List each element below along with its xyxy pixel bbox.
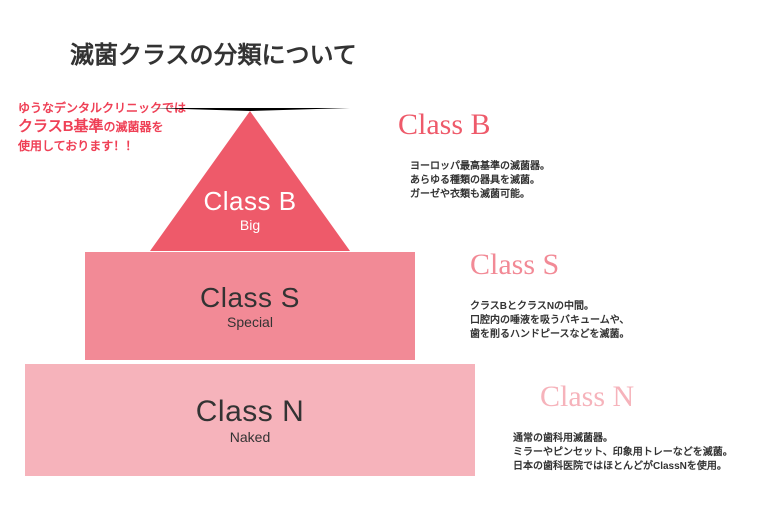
tier-n-sub: Naked xyxy=(230,429,270,445)
tier-b-sub: Big xyxy=(240,217,260,233)
side-title-s: Class S xyxy=(470,248,559,282)
tier-s-sub: Special xyxy=(227,314,273,330)
pyramid-tier-s: Class S Special xyxy=(85,252,415,360)
side-desc-b: ヨーロッパ最高基準の滅菌器。あらゆる種類の器具を滅菌。ガーゼや衣類も滅菌可能。 xyxy=(410,160,550,202)
side-desc-n: 通常の歯科用滅菌器。ミラーやピンセット、印象用トレーなどを滅菌。日本の歯科医院で… xyxy=(513,432,733,474)
tier-b-title: Class B xyxy=(203,186,296,217)
infographic-canvas: 滅菌クラスの分類について ゆうなデンタルクリニックでは クラスB基準の滅菌器を … xyxy=(0,0,767,511)
tier-n-title: Class N xyxy=(196,395,305,429)
callout-strong: クラスB基準 xyxy=(18,118,104,135)
side-title-b: Class B xyxy=(398,108,491,142)
tier-s-title: Class S xyxy=(200,282,300,314)
page-title: 滅菌クラスの分類について xyxy=(70,35,357,70)
pyramid-tier-b-label-box: Class B Big xyxy=(150,171,350,248)
pyramid-tier-n: Class N Naked xyxy=(25,364,475,476)
side-desc-s: クラスBとクラスNの中間。口腔内の唾液を吸うバキュームや、歯を削るハンドピースな… xyxy=(470,300,630,342)
side-title-n: Class N xyxy=(540,380,634,414)
